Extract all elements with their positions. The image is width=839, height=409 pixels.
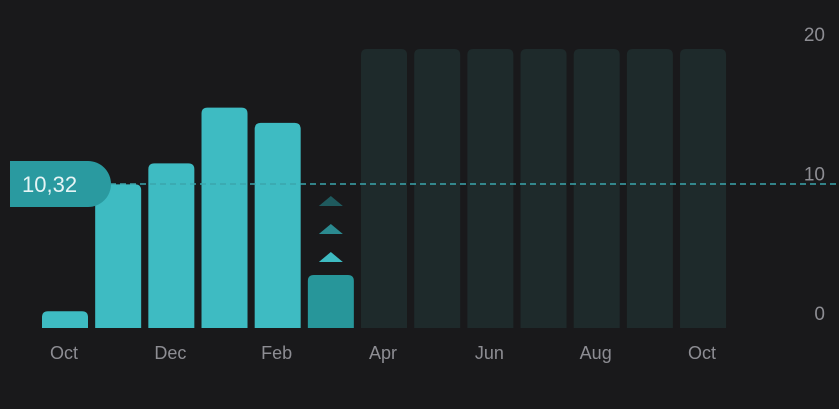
x-axis-labels: Oct Dec Feb Apr Jun Aug Oct	[50, 343, 716, 363]
x-tick-label: Feb	[261, 343, 292, 363]
trend-up-arrow-2	[318, 224, 343, 234]
y-axis-labels: 0 10 20	[804, 25, 825, 325]
trend-up-arrow-1	[318, 252, 343, 262]
y-tick-label: 0	[814, 304, 825, 325]
bar-future-aug-10[interactable]	[573, 49, 620, 328]
bar-current-mar[interactable]	[307, 274, 354, 328]
bar-oct-0[interactable]	[42, 311, 88, 328]
bar-future-oct-12[interactable]	[680, 49, 727, 328]
bar-future-may-7[interactable]	[414, 49, 461, 328]
bar-nov-1[interactable]	[95, 184, 142, 328]
bar-jan-3[interactable]	[201, 107, 248, 328]
x-tick-label: Oct	[50, 343, 78, 363]
x-tick-label: Dec	[154, 343, 186, 363]
average-value-label: 10,32	[22, 172, 77, 197]
bar-future-apr-6[interactable]	[361, 49, 408, 328]
trend-up-arrow-3	[318, 196, 343, 206]
x-tick-label: Oct	[688, 343, 716, 363]
x-tick-label: Aug	[580, 343, 612, 363]
trend-arrows	[318, 196, 343, 262]
bar-future-jul-9[interactable]	[520, 49, 567, 328]
y-tick-label: 20	[804, 25, 825, 46]
bar-dec-2[interactable]	[148, 163, 195, 328]
x-tick-label: Apr	[369, 343, 397, 363]
x-tick-label: Jun	[475, 343, 504, 363]
bar-feb-4[interactable]	[254, 122, 301, 328]
average-line-layer: 10,32	[10, 161, 839, 208]
bar-future-sep-11[interactable]	[626, 49, 673, 328]
average-badge	[10, 161, 111, 208]
y-tick-label: 10	[804, 165, 825, 186]
bar-future-jun-8[interactable]	[467, 49, 514, 328]
bars-layer	[42, 49, 727, 328]
